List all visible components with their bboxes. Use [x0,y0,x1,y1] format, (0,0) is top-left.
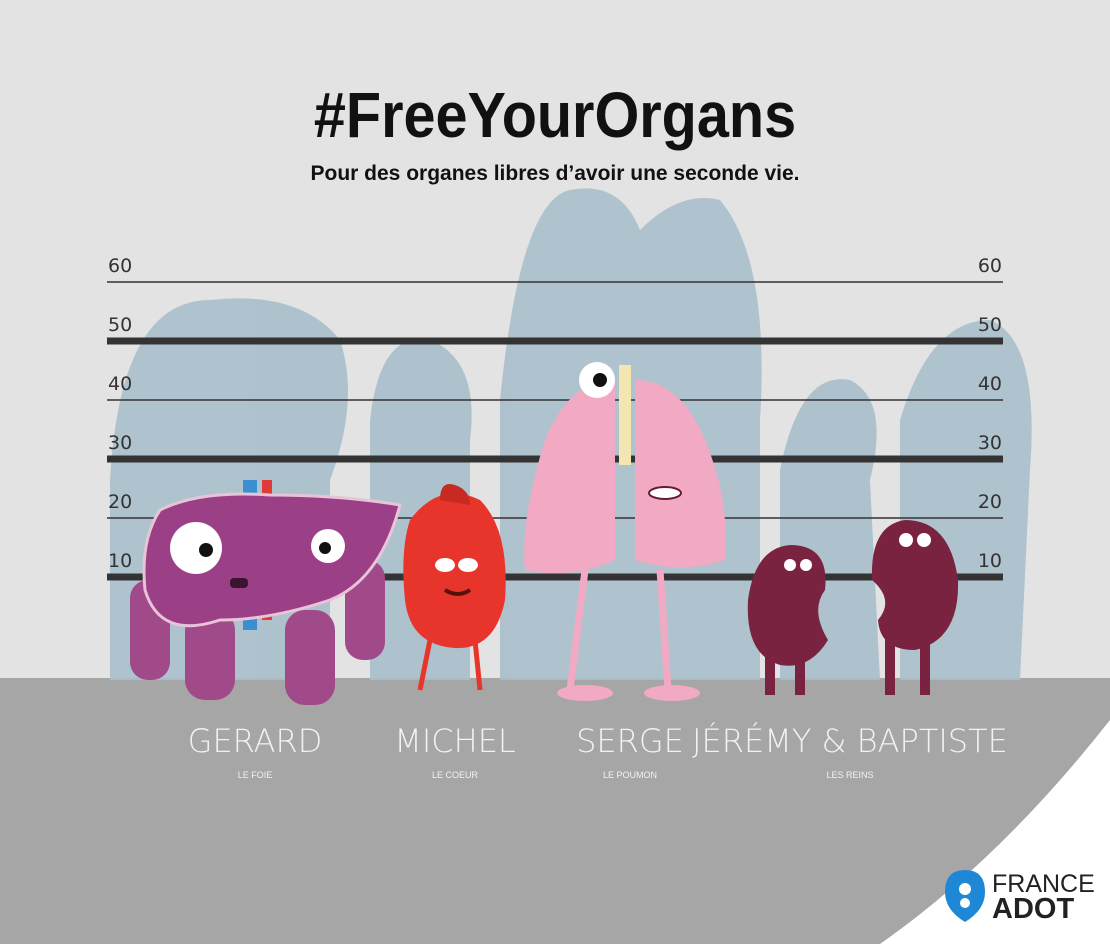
scale-label-right: 50 [978,314,1002,336]
character-name: GERARD [188,722,323,760]
scale-label-left: 40 [108,373,132,395]
logo-line2: ADOT [992,893,1074,925]
scale-label-left: 20 [108,491,132,513]
character-organ: LES REINS [826,770,873,780]
scale-label-right: 20 [978,491,1002,513]
liver-character [130,480,402,705]
character-name: JÉRÉMY & BAPTISTE [692,722,1008,760]
character-organ: LE POUMON [603,770,657,780]
character-organ: LE FOIE [238,770,273,780]
logo: FRANCE ADOT [945,870,1095,925]
character-labels: GERARD LE FOIE MICHEL LE COEUR SERGE LE POUMO… [188,722,1008,780]
scale-label-right: 60 [978,255,1002,277]
kidneys-character [747,520,959,695]
scale-label-left: 60 [108,255,132,277]
scale-label-left: 10 [108,550,132,572]
floor [0,678,1110,944]
heart-character [403,484,506,691]
corner-curve [880,720,1110,944]
character-organ: LE COEUR [432,770,479,780]
logo-line1: FRANCE [992,870,1095,898]
scale-label-right: 40 [978,373,1002,395]
title: #FreeYourOrgans [314,79,796,150]
scale-label-left: 50 [108,314,132,336]
scale-label-left: 30 [108,432,132,454]
character-name: SERGE [576,722,684,760]
scale-label-right: 10 [978,550,1002,572]
character-name: MICHEL [394,722,516,760]
scale-label-right: 30 [978,432,1002,454]
lungs-character [524,362,726,701]
subtitle: Pour des organes libres d’avoir une seco… [311,162,800,185]
